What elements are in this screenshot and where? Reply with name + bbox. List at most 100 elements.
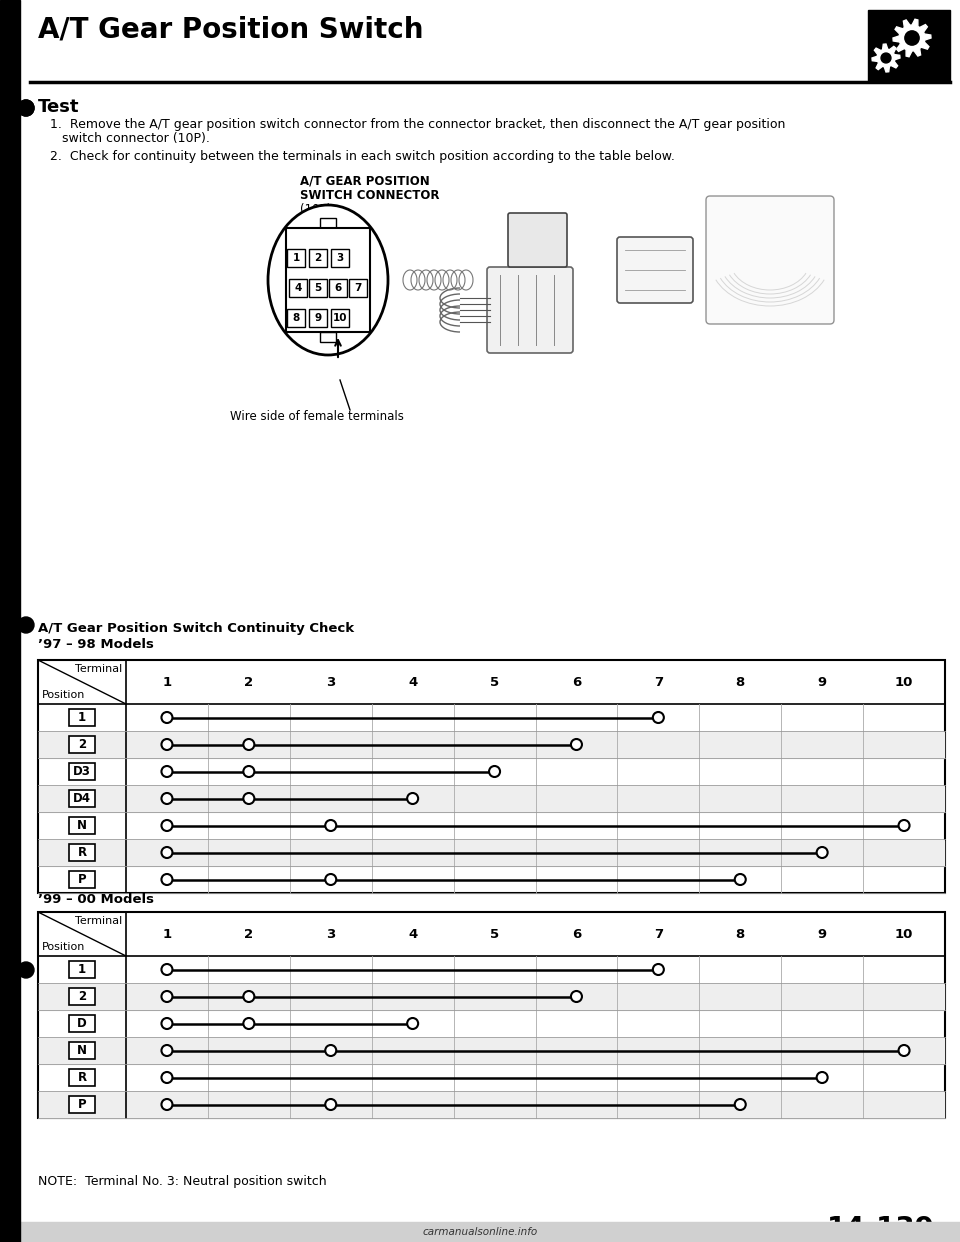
- Text: 3: 3: [336, 253, 344, 263]
- Circle shape: [817, 1072, 828, 1083]
- Polygon shape: [893, 19, 931, 57]
- Bar: [69, 817, 95, 833]
- Circle shape: [161, 820, 173, 831]
- Text: D3: D3: [73, 765, 91, 777]
- Text: switch connector (10P).: switch connector (10P).: [62, 132, 210, 145]
- Circle shape: [161, 874, 173, 886]
- Text: 7: 7: [654, 676, 663, 688]
- Text: 8: 8: [735, 676, 745, 688]
- Ellipse shape: [268, 205, 388, 355]
- Text: 7: 7: [354, 283, 362, 293]
- Circle shape: [489, 766, 500, 777]
- Circle shape: [161, 766, 173, 777]
- Text: 2: 2: [78, 738, 86, 751]
- Bar: [39, 984, 944, 1010]
- Text: 3: 3: [326, 928, 335, 940]
- Text: A/T Gear Position Switch Continuity Check: A/T Gear Position Switch Continuity Chec…: [38, 622, 354, 635]
- Bar: [868, 10, 950, 82]
- Text: P: P: [78, 873, 86, 886]
- Circle shape: [734, 874, 746, 886]
- Circle shape: [653, 964, 664, 975]
- Bar: [287, 248, 305, 267]
- Text: 5: 5: [490, 928, 499, 940]
- Text: D: D: [77, 1017, 86, 1030]
- Circle shape: [653, 712, 664, 723]
- Text: 8: 8: [293, 313, 300, 323]
- Circle shape: [243, 1018, 254, 1030]
- Circle shape: [161, 964, 173, 975]
- Polygon shape: [872, 43, 900, 72]
- Circle shape: [18, 617, 34, 633]
- Text: 10: 10: [895, 676, 913, 688]
- Bar: [349, 279, 367, 297]
- Bar: [0, 1222, 960, 1242]
- Bar: [69, 1095, 95, 1113]
- Text: 6: 6: [334, 283, 342, 293]
- Circle shape: [161, 792, 173, 804]
- Text: 10: 10: [895, 928, 913, 940]
- Bar: [329, 279, 347, 297]
- Text: Position: Position: [42, 941, 85, 953]
- Bar: [69, 1042, 95, 1059]
- Circle shape: [243, 991, 254, 1002]
- Bar: [309, 279, 327, 297]
- Text: Terminal: Terminal: [75, 664, 122, 674]
- Text: 10: 10: [333, 313, 348, 323]
- Circle shape: [161, 1099, 173, 1110]
- Text: NOTE:  Terminal No. 3: Neutral position switch: NOTE: Terminal No. 3: Neutral position s…: [38, 1175, 326, 1189]
- Text: 3: 3: [326, 676, 335, 688]
- Text: 4: 4: [408, 928, 418, 940]
- Bar: [38, 912, 945, 1118]
- Circle shape: [325, 874, 336, 886]
- Text: D4: D4: [73, 792, 91, 805]
- Bar: [287, 309, 305, 327]
- Text: 6: 6: [572, 928, 581, 940]
- FancyBboxPatch shape: [617, 237, 693, 303]
- Text: 4: 4: [295, 283, 301, 293]
- Text: ’97 – 98 Models: ’97 – 98 Models: [38, 638, 154, 651]
- Circle shape: [817, 847, 828, 858]
- Text: 1: 1: [78, 963, 86, 976]
- FancyBboxPatch shape: [706, 196, 834, 324]
- Text: 1: 1: [162, 676, 172, 688]
- Text: 2: 2: [314, 253, 322, 263]
- Text: Position: Position: [42, 691, 85, 700]
- Text: 1: 1: [162, 928, 172, 940]
- Text: 8: 8: [735, 928, 745, 940]
- Text: 9: 9: [315, 313, 322, 323]
- Circle shape: [243, 766, 254, 777]
- Bar: [69, 790, 95, 807]
- Bar: [69, 709, 95, 727]
- Bar: [69, 1069, 95, 1086]
- Text: 4: 4: [408, 676, 418, 688]
- Text: w.emanualpro.com: w.emanualpro.com: [38, 1222, 137, 1232]
- Bar: [69, 845, 95, 861]
- Text: Test: Test: [38, 98, 80, 116]
- Bar: [0, 0, 20, 1242]
- Bar: [331, 309, 349, 327]
- Text: 2: 2: [78, 990, 86, 1004]
- Text: 7: 7: [654, 928, 663, 940]
- Circle shape: [905, 31, 919, 45]
- Text: 5: 5: [490, 676, 499, 688]
- Text: 1: 1: [293, 253, 300, 263]
- Circle shape: [161, 1018, 173, 1030]
- Circle shape: [325, 1045, 336, 1056]
- Text: N: N: [77, 1045, 87, 1057]
- Bar: [320, 332, 336, 342]
- Text: 9: 9: [818, 676, 827, 688]
- Bar: [69, 763, 95, 780]
- Bar: [309, 309, 327, 327]
- Text: Terminal: Terminal: [75, 917, 122, 927]
- Text: SWITCH CONNECTOR: SWITCH CONNECTOR: [300, 189, 440, 202]
- Text: 9: 9: [818, 928, 827, 940]
- Circle shape: [899, 1045, 909, 1056]
- Text: 5: 5: [314, 283, 322, 293]
- Text: 2: 2: [244, 928, 253, 940]
- Text: 2: 2: [244, 676, 253, 688]
- Text: R: R: [78, 1071, 86, 1084]
- FancyBboxPatch shape: [487, 267, 573, 353]
- Text: 6: 6: [572, 676, 581, 688]
- Bar: [69, 871, 95, 888]
- Circle shape: [18, 101, 34, 116]
